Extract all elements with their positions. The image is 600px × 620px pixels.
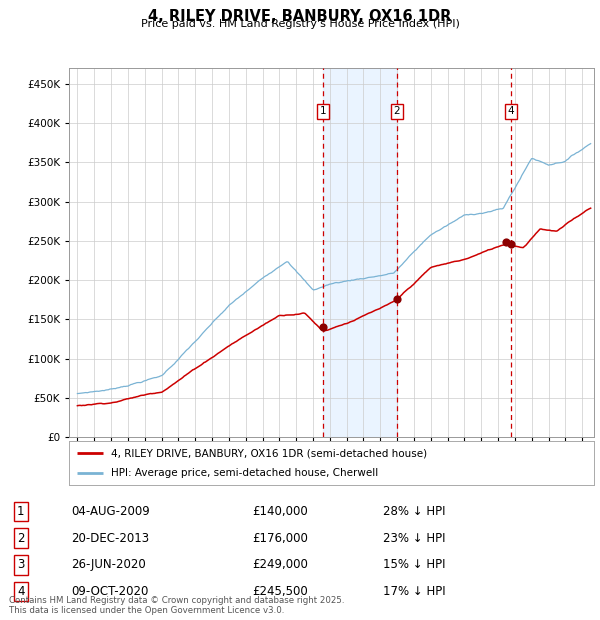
Text: £249,000: £249,000: [253, 558, 308, 571]
Text: £176,000: £176,000: [253, 532, 308, 544]
Text: HPI: Average price, semi-detached house, Cherwell: HPI: Average price, semi-detached house,…: [111, 468, 378, 478]
Text: 2: 2: [17, 532, 25, 544]
Point: [502, 237, 511, 247]
Text: £140,000: £140,000: [253, 505, 308, 518]
Text: 09-OCT-2020: 09-OCT-2020: [71, 585, 149, 598]
Text: 3: 3: [17, 558, 25, 571]
Text: 2: 2: [394, 107, 400, 117]
Text: 20-DEC-2013: 20-DEC-2013: [71, 532, 149, 544]
Text: 4, RILEY DRIVE, BANBURY, OX16 1DR (semi-detached house): 4, RILEY DRIVE, BANBURY, OX16 1DR (semi-…: [111, 448, 427, 458]
Text: 1: 1: [319, 107, 326, 117]
Text: 04-AUG-2009: 04-AUG-2009: [71, 505, 150, 518]
Point: [506, 239, 516, 249]
Text: 4, RILEY DRIVE, BANBURY, OX16 1DR: 4, RILEY DRIVE, BANBURY, OX16 1DR: [148, 9, 452, 24]
Bar: [323, 68, 397, 437]
Point: [318, 322, 328, 332]
Text: 1: 1: [17, 505, 25, 518]
Text: 23% ↓ HPI: 23% ↓ HPI: [383, 532, 446, 544]
Text: 17% ↓ HPI: 17% ↓ HPI: [383, 585, 446, 598]
Text: 4: 4: [17, 585, 25, 598]
Text: 28% ↓ HPI: 28% ↓ HPI: [383, 505, 446, 518]
Text: Price paid vs. HM Land Registry's House Price Index (HPI): Price paid vs. HM Land Registry's House …: [140, 19, 460, 29]
Point: [392, 294, 401, 304]
Text: Contains HM Land Registry data © Crown copyright and database right 2025.
This d: Contains HM Land Registry data © Crown c…: [9, 596, 344, 615]
Text: £245,500: £245,500: [253, 585, 308, 598]
Text: 26-JUN-2020: 26-JUN-2020: [71, 558, 146, 571]
Text: 15% ↓ HPI: 15% ↓ HPI: [383, 558, 446, 571]
Text: 4: 4: [508, 107, 514, 117]
